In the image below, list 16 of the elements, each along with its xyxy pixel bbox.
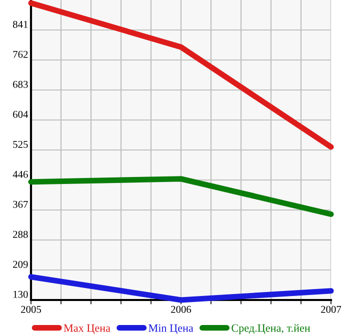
legend-label: Сред.Цена, т.йен	[232, 324, 310, 334]
y-tick-label: 604	[13, 110, 28, 118]
x-tick-label: 2006	[171, 306, 192, 313]
x-tick-label: 2007	[321, 306, 342, 313]
y-tick-label: 446	[12, 170, 28, 178]
legend-label: Min Цена	[148, 324, 194, 334]
y-tick-label: 683	[13, 80, 28, 88]
legend-label: Max Цена	[64, 324, 110, 334]
y-tick-label: 209	[13, 260, 28, 268]
x-tick-label: 2005	[21, 306, 42, 313]
y-tick-label: 288	[13, 230, 28, 238]
y-tick-label: 525	[13, 140, 28, 148]
y-tick-label: 841	[12, 20, 28, 28]
y-tick-label: 367	[13, 200, 28, 208]
y-tick-label: 130	[14, 290, 28, 298]
y-tick-label: 762	[13, 50, 28, 58]
